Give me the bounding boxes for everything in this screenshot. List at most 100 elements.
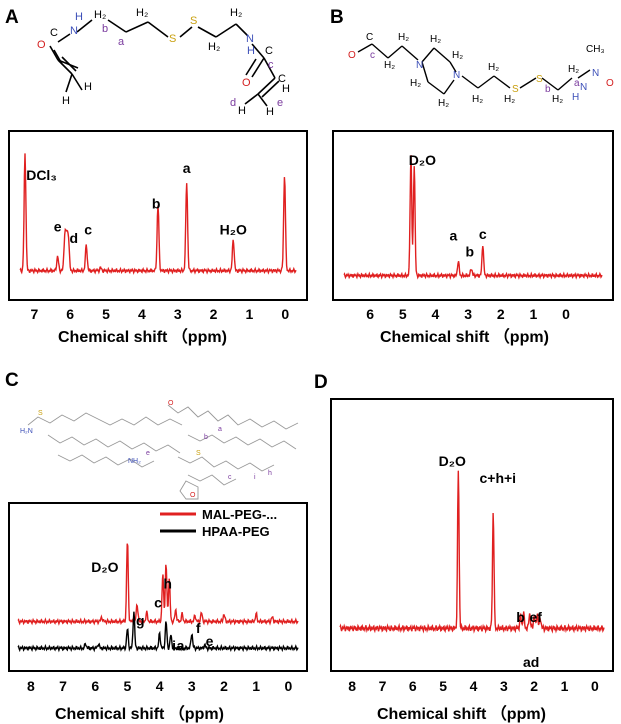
x-tick-label: 7 [379,678,387,694]
struct-b-atom: H₂ [472,94,483,105]
panel-letter-c: C [5,370,19,391]
x-axis-title-d: Chemical shift （ppm) [377,706,546,723]
x-axis-title-c: Chemical shift （ppm) [55,706,224,723]
peak-label: D₂O [439,453,466,469]
x-ticks-c: 8 7 6 5 4 3 2 1 0 [27,678,292,694]
struct-b-atom: H₂ [504,94,515,105]
peak-label: g [136,612,145,628]
spectrum-frame-c: D₂O h c g f e i a MAL-PEG-... HPAA-PEG [8,502,308,672]
struct-c-label-h: h [268,470,272,477]
x-tick-label: 5 [399,306,407,322]
struct-c-label-i: i [254,474,256,481]
peak-label: D₂O [409,152,436,168]
struct-a-label-d: d [230,97,236,109]
struct-b-atom: H₂ [552,94,563,105]
struct-b-atom: H₂ [568,64,579,75]
peak-label: c [479,226,487,242]
x-tick-label: 4 [156,678,164,694]
x-ticks-b: 6 5 4 3 2 1 0 [366,306,570,322]
peak-label: i [172,638,176,654]
struct-a-atom: H₂ [94,9,106,21]
struct-a-label-b: b [102,23,108,35]
peak-label: a [177,638,185,654]
struct-b-label-b: b [545,84,551,95]
struct-a-atom: H [282,83,290,95]
x-ticks-a: 7 6 5 4 3 2 1 0 [30,306,289,322]
x-ticks-d: 8 7 6 5 4 3 2 1 0 [348,678,599,694]
struct-a-atom: H [62,95,70,107]
structure-a: O H N C H₂ b H₂ a S S H₂ H₂ H N C c O C … [37,7,290,118]
struct-b-atom: N [416,60,423,71]
x-tick-label: 1 [252,678,260,694]
struct-c-atom: S [196,450,201,457]
x-tick-label: 2 [497,306,505,322]
peak-label: c+h+i [479,470,516,486]
nmr-spectrum-d: D₂O c+h+i b ef ad [339,453,605,670]
spectrum-series-line [343,155,603,281]
panel-letter-a: A [5,7,19,28]
spectrum-series-line [339,470,605,634]
x-tick-label: 4 [470,678,478,694]
struct-a-atom: O [242,77,251,89]
panel-letter-b: B [330,7,344,28]
struct-b-atom: S [512,84,519,95]
struct-a-atom: H₂ [230,7,242,19]
struct-a-atom: H₂ [136,7,148,19]
struct-a-atom: H [84,81,92,93]
x-tick-label: 6 [409,678,417,694]
struct-b-atom: H₂ [430,34,441,45]
struct-b-atom: H₂ [398,32,409,43]
x-tick-label: 2 [530,678,538,694]
spectrum-series-line [17,543,299,626]
struct-a-atom: H [75,11,83,23]
spectrum-frame-a: DCl₃ e d c b a H₂O [8,130,308,301]
structure-b: O C c H₂ H₂ N H₂ H₂ H₂ N H₂ H₂ H₂ H₂ S S… [348,32,614,109]
struct-a-label-e: e [277,97,283,109]
struct-a-atom: H₂ [208,41,220,53]
x-tick-label: 0 [281,306,289,322]
nmr-spectrum-b: D₂O abc [343,152,603,281]
struct-b-atom: CH₃ [586,44,605,55]
peak-label: e [54,219,62,235]
struct-b-atom: O [348,50,356,61]
x-tick-label: 4 [432,306,440,322]
x-tick-label: 5 [102,306,110,322]
x-tick-label: 2 [220,678,228,694]
x-tick-label: 6 [66,306,74,322]
struct-c-atom: NH₂ [128,458,141,465]
x-tick-label: 1 [246,306,254,322]
peak-label: d [69,230,78,246]
struct-b-atom: S [536,74,543,85]
struct-b-label-a: a [574,78,580,89]
x-tick-label: 1 [561,678,569,694]
x-tick-label: 5 [439,678,447,694]
struct-b-atom: N [592,68,599,79]
struct-a-atom: C [265,45,273,57]
peak-label: c [154,595,162,611]
peak-label: ad [523,654,539,670]
struct-b-atom: N [453,70,460,81]
peak-label: DCl₃ [26,167,57,183]
struct-a-atom: N [246,33,254,45]
peak-label: a [450,228,458,244]
struct-b-atom: C [366,32,373,43]
struct-b-atom: H₂ [488,62,499,73]
legend-label: HPAA-PEG [202,524,270,539]
peak-label: H₂O [220,221,247,237]
x-tick-label: 1 [530,306,538,322]
nmr-spectrum-a: DCl₃ edc b a H₂O [19,153,297,275]
struct-b-atom: H₂ [384,60,395,71]
struct-a-atom: S [190,15,197,27]
x-tick-label: 7 [30,306,38,322]
struct-a-label-a: a [118,36,125,48]
spectrum-series-line [17,611,299,653]
struct-b-atom: H [572,92,579,103]
struct-a-atom: N [70,25,78,37]
struct-a-atom: O [37,39,46,51]
x-axis-title-a: Chemical shift （ppm) [58,329,227,346]
x-tick-label: 2 [210,306,218,322]
struct-c-label-e: e [146,450,150,457]
struct-b-label-c: c [370,50,375,61]
peak-label: b [465,243,474,259]
struct-a-atom: S [169,33,176,45]
